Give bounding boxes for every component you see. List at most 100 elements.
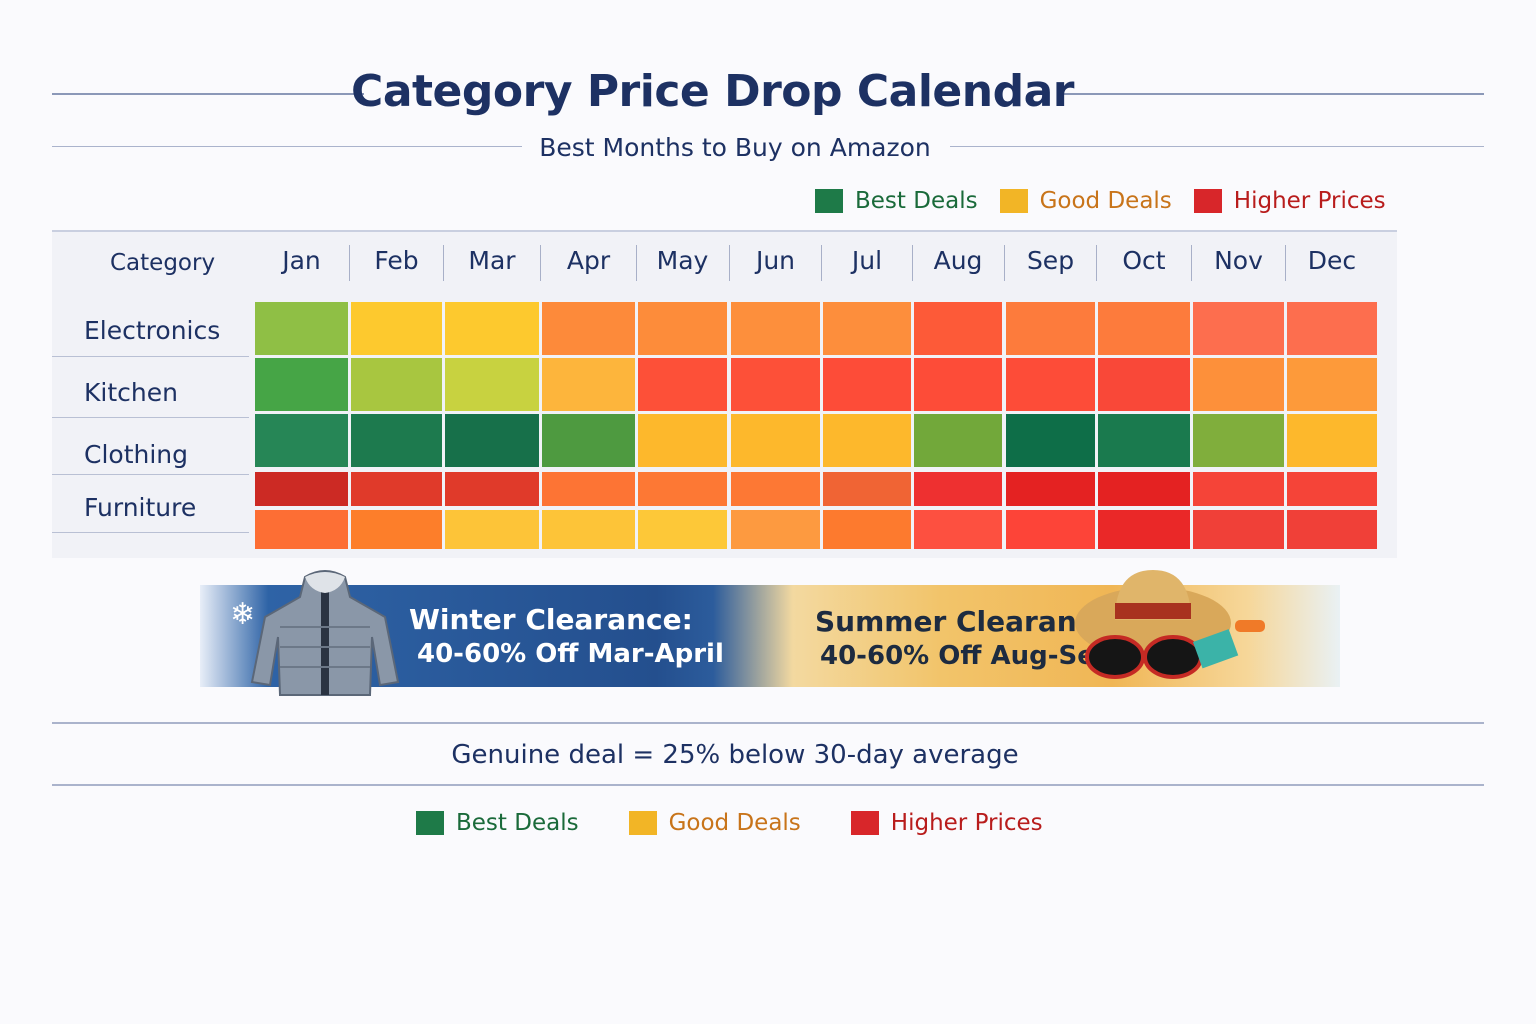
column-header-sep: Sep bbox=[1026, 246, 1075, 275]
heatmap-cell-clothing-feb bbox=[351, 414, 442, 467]
column-header-jul: Jul bbox=[851, 246, 883, 275]
column-divider bbox=[636, 245, 637, 281]
summer-clearance-title: Summer Clearance: bbox=[815, 605, 1124, 638]
clearance-banner: ❄ Winter Clearance: 40-60% Off Mar-April… bbox=[200, 570, 1340, 696]
row-divider bbox=[52, 417, 249, 418]
heatmap-cell-kitchen-jul bbox=[823, 358, 911, 411]
heatmap-cell-furniture-mar bbox=[445, 472, 539, 506]
legend-item-best-deals: Best Deals bbox=[416, 810, 579, 836]
heatmap-cell-furniture-dec bbox=[1287, 472, 1377, 506]
row-divider bbox=[52, 532, 249, 533]
heatmap-cell-clothing-jan bbox=[255, 414, 348, 467]
title-rule-right bbox=[1057, 93, 1484, 95]
row-divider bbox=[52, 474, 249, 475]
heatmap-cell-furniture-aug bbox=[914, 472, 1002, 506]
chart-subtitle: Best Months to Buy on Amazon bbox=[539, 133, 931, 162]
legend-item-good-deals: Good Deals bbox=[628, 810, 801, 836]
footer-rule-top bbox=[52, 722, 1484, 724]
column-header-dec: Dec bbox=[1307, 246, 1357, 275]
heatmap-cell-row5-may bbox=[638, 510, 727, 549]
subtitle-rule-left bbox=[52, 146, 522, 147]
row-divider bbox=[52, 356, 249, 357]
heatmap-cell-row5-jan bbox=[255, 510, 348, 549]
column-divider bbox=[1096, 245, 1097, 281]
row-label-clothing: Clothing bbox=[84, 440, 189, 469]
title-rule-left bbox=[52, 93, 364, 95]
heatmap-cell-electronics-jul bbox=[823, 302, 911, 355]
heatmap-cell-kitchen-oct bbox=[1098, 358, 1190, 411]
heatmap-cell-kitchen-may bbox=[638, 358, 727, 411]
column-header-jun: Jun bbox=[755, 246, 796, 275]
summer-clearance-offer: 40-60% Off Aug-Sept bbox=[820, 641, 1126, 671]
heatmap-cell-furniture-apr bbox=[542, 472, 635, 506]
heatmap-cell-kitchen-feb bbox=[351, 358, 442, 411]
column-divider bbox=[729, 245, 730, 281]
legend-label: Good Deals bbox=[1039, 188, 1172, 214]
column-header-nov: Nov bbox=[1214, 246, 1263, 275]
winter-clearance-title: Winter Clearance: bbox=[409, 603, 693, 636]
heatmap-cell-electronics-oct bbox=[1098, 302, 1190, 355]
heatmap-cell-furniture-oct bbox=[1098, 472, 1190, 506]
column-divider bbox=[1285, 245, 1286, 281]
heatmap-cell-furniture-jan bbox=[255, 472, 348, 506]
legend-swatch bbox=[850, 811, 879, 835]
column-header-aug: Aug bbox=[933, 246, 983, 275]
column-header-oct: Oct bbox=[1122, 246, 1166, 275]
legend-swatch bbox=[628, 811, 657, 835]
heatmap-cell-electronics-nov bbox=[1193, 302, 1284, 355]
heatmap-cell-kitchen-jun bbox=[731, 358, 820, 411]
column-header-feb: Feb bbox=[374, 246, 419, 275]
heatmap-cell-furniture-may bbox=[638, 472, 727, 506]
heatmap-cell-clothing-may bbox=[638, 414, 727, 467]
legend-label: Best Deals bbox=[855, 188, 978, 214]
heatmap-cell-row5-dec bbox=[1287, 510, 1377, 549]
row-label-furniture: Furniture bbox=[84, 493, 197, 522]
heatmap-cell-electronics-jun bbox=[731, 302, 820, 355]
heatmap-cell-row5-apr bbox=[542, 510, 635, 549]
column-divider bbox=[540, 245, 541, 281]
heatmap-cell-clothing-oct bbox=[1098, 414, 1190, 467]
category-column-header: Category bbox=[110, 250, 216, 276]
legend-bottom: Best Deals Good Deals Higher Prices bbox=[416, 810, 1093, 836]
heatmap-cell-clothing-dec bbox=[1287, 414, 1377, 467]
heatmap-cell-row5-jul bbox=[823, 510, 911, 549]
heatmap-cell-row5-nov bbox=[1193, 510, 1284, 549]
column-header-apr: Apr bbox=[566, 246, 611, 275]
column-header-mar: Mar bbox=[468, 246, 516, 275]
sun-hat-sunglasses-icon bbox=[1075, 570, 1265, 679]
heatmap-cell-row5-jun bbox=[731, 510, 820, 549]
row-label-kitchen: Kitchen bbox=[84, 378, 178, 407]
heatmap-cell-furniture-feb bbox=[351, 472, 442, 506]
heatmap-cell-electronics-feb bbox=[351, 302, 442, 355]
heatmap-cell-electronics-sep bbox=[1006, 302, 1095, 355]
heatmap-cell-clothing-nov bbox=[1193, 414, 1284, 467]
legend-label: Higher Prices bbox=[1233, 188, 1386, 214]
heatmap-cell-electronics-mar bbox=[445, 302, 539, 355]
genuine-deal-note: Genuine deal = 25% below 30-day average bbox=[451, 740, 1019, 770]
heatmap-cell-clothing-jul bbox=[823, 414, 911, 467]
heatmap-cell-electronics-may bbox=[638, 302, 727, 355]
heatmap-cell-furniture-jul bbox=[823, 472, 911, 506]
legend-label: Higher Prices bbox=[890, 810, 1043, 836]
legend-swatch bbox=[815, 189, 843, 213]
winter-jacket-icon bbox=[250, 570, 400, 696]
legend-label: Good Deals bbox=[668, 810, 801, 836]
column-divider bbox=[912, 245, 913, 281]
column-divider bbox=[821, 245, 822, 281]
column-divider bbox=[1191, 245, 1192, 281]
snowflake-icon: ❄ bbox=[230, 597, 256, 632]
heatmap-cell-row5-oct bbox=[1098, 510, 1190, 549]
legend-top: Best Deals Good Deals Higher Prices bbox=[815, 188, 1408, 214]
heatmap-cell-furniture-nov bbox=[1193, 472, 1284, 506]
heatmap-cell-clothing-jun bbox=[731, 414, 820, 467]
heatmap-cell-kitchen-nov bbox=[1193, 358, 1284, 411]
heatmap-cell-electronics-jan bbox=[255, 302, 348, 355]
legend-item-higher-prices: Higher Prices bbox=[1193, 188, 1386, 214]
heatmap-cell-row5-mar bbox=[445, 510, 539, 549]
table-header bbox=[52, 230, 1397, 294]
heatmap-cell-clothing-sep bbox=[1006, 414, 1095, 467]
heatmap-cell-furniture-jun bbox=[731, 472, 820, 506]
winter-clearance-offer: 40-60% Off Mar-April bbox=[417, 639, 724, 669]
heatmap-cell-kitchen-dec bbox=[1287, 358, 1377, 411]
heatmap-cell-clothing-mar bbox=[445, 414, 539, 467]
